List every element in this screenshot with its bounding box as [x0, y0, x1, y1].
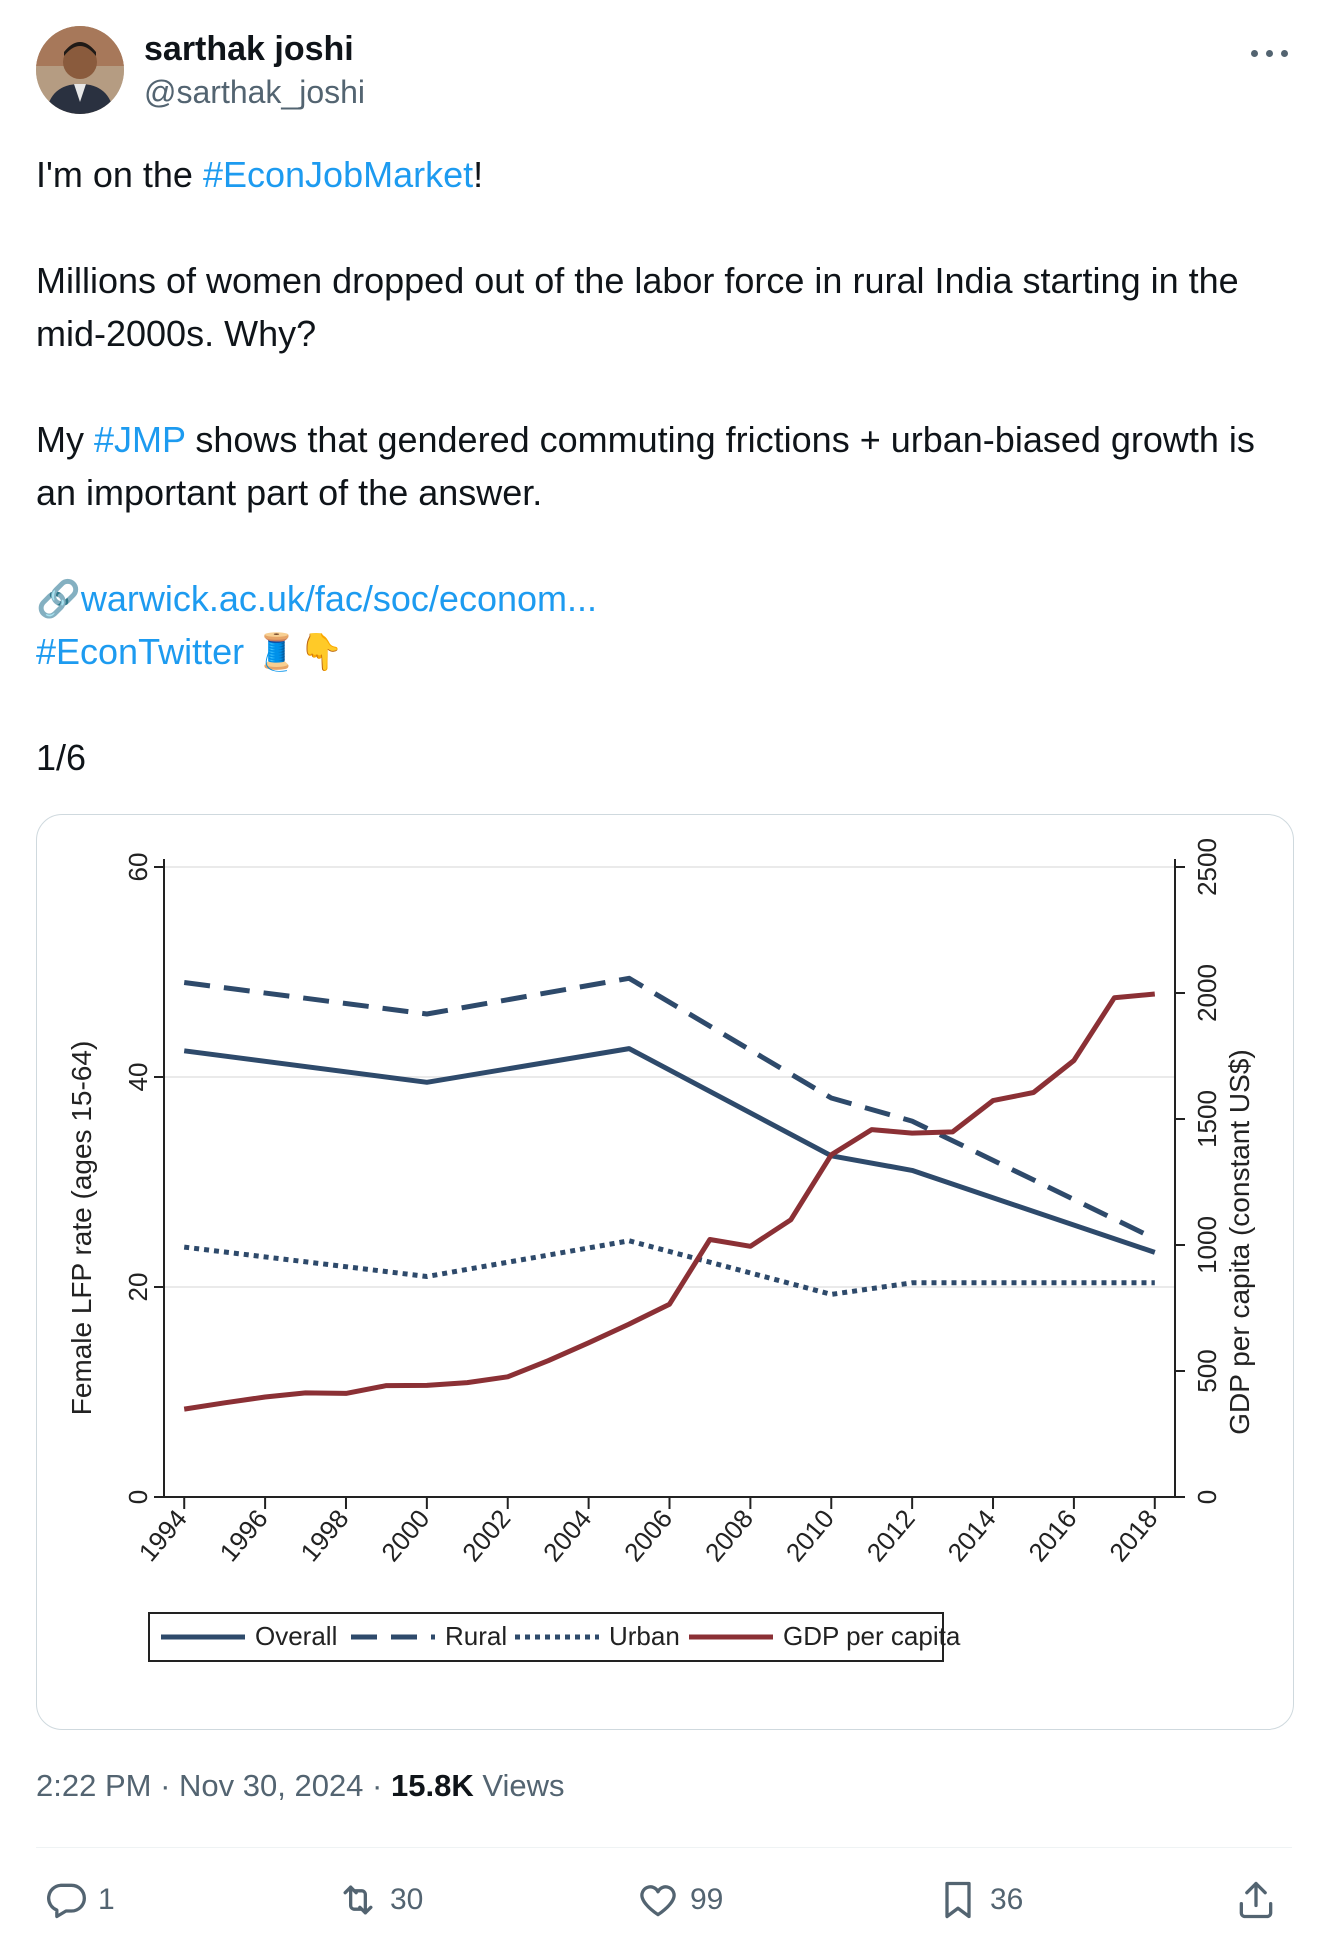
blank-line	[36, 201, 1286, 254]
y2-axis-title: GDP per capita (constant US$)	[1224, 1049, 1255, 1434]
y2-tick-label: 2000	[1192, 964, 1222, 1022]
bookmark-icon	[945, 1881, 971, 1919]
post-text-segment: My	[36, 419, 94, 460]
share-icon	[1239, 1881, 1273, 1919]
post-paragraph-2: Millions of women dropped out of the lab…	[36, 260, 1239, 354]
legend-label: GDP per capita	[783, 1621, 961, 1651]
y2-tick-label: 0	[1192, 1490, 1222, 1504]
bookmark-count: 36	[990, 1883, 1024, 1916]
like-count: 99	[690, 1883, 724, 1916]
post-header: sarthak joshi @sarthak_joshi	[36, 26, 1292, 116]
x-tick-label: 1994	[133, 1504, 193, 1568]
avatar[interactable]	[36, 26, 124, 114]
y2-tick-label: 1500	[1192, 1090, 1222, 1148]
thread-count: 1/6	[36, 737, 87, 778]
legend-label: Rural	[445, 1621, 507, 1651]
series-ruralline	[183, 975, 1156, 1241]
post-paragraph-3: My #JMP shows that gendered commuting fr…	[36, 413, 1286, 519]
post-line-1: I'm on the #EconJobMarket!	[36, 148, 1286, 201]
action-bar: 1 30 99 36	[36, 1868, 1292, 1932]
x-tick-label: 2000	[375, 1504, 435, 1568]
author-name[interactable]: sarthak joshi	[144, 30, 354, 68]
views-label: Views	[473, 1768, 565, 1803]
series-urbanline	[183, 1238, 1155, 1297]
author-handle[interactable]: @sarthak_joshi	[144, 74, 366, 110]
y2-tick-label: 500	[1192, 1349, 1222, 1392]
y-tick-label: 40	[123, 1063, 153, 1092]
x-tick-label: 2012	[861, 1504, 921, 1568]
blank-line	[36, 519, 1286, 572]
post-text: I'm on the #EconJobMarket! Millions of w…	[36, 148, 1286, 784]
post-text-segment: I'm on the	[36, 154, 203, 195]
thread-emoji: 🧵👇	[254, 631, 344, 672]
meta-separator: ·	[363, 1768, 391, 1803]
repost-button[interactable]: 30	[336, 1868, 423, 1932]
heart-icon	[640, 1885, 676, 1917]
share-button[interactable]	[1234, 1868, 1278, 1932]
y-tick-label: 60	[123, 853, 153, 882]
x-tick-label: 2010	[780, 1504, 840, 1568]
post-meta: 2:22 PM · Nov 30, 2024 · 15.8K Views	[36, 1768, 564, 1804]
blank-line	[36, 360, 1286, 413]
x-tick-label: 2008	[699, 1504, 759, 1568]
series-gdp-per-capitaline	[183, 991, 1156, 1412]
x-tick-label: 1996	[214, 1504, 274, 1568]
hashtag-jmp[interactable]: #JMP	[94, 419, 186, 460]
link-icon: 🔗	[36, 578, 81, 619]
series-overallline	[183, 1046, 1156, 1255]
reply-icon	[47, 1883, 86, 1919]
lfp-gdp-chart: 0 20 40 60 0 500 1000 1500 2000 2500 Female LFP ra…	[66, 838, 1255, 1662]
legend-label: Overall	[255, 1621, 337, 1651]
x-tick-label: 2018	[1103, 1504, 1163, 1568]
meta-separator: ·	[151, 1768, 180, 1803]
x-tick-label: 2004	[537, 1504, 597, 1568]
repost-icon	[343, 1885, 373, 1915]
x-tick-label: 2016	[1022, 1504, 1082, 1568]
legend-label: Urban	[609, 1621, 680, 1651]
paper-link[interactable]: warwick.ac.uk/fac/soc/econom...	[80, 578, 598, 619]
x-tick-label: 2014	[941, 1504, 1001, 1568]
blank-line	[36, 678, 1286, 731]
repost-count: 30	[390, 1883, 424, 1916]
divider	[36, 1847, 1292, 1848]
y-axis-title: Female LFP rate (ages 15-64)	[66, 1041, 97, 1416]
post-date[interactable]: Nov 30, 2024	[179, 1768, 364, 1803]
chart-image[interactable]: 0 20 40 60 0 500 1000 1500 2000 2500 Female LFP ra…	[36, 814, 1294, 1730]
x-tick-label: 2002	[456, 1504, 516, 1568]
reply-count: 1	[98, 1883, 115, 1916]
y2-tick-label: 1000	[1192, 1216, 1222, 1274]
y-tick-label: 20	[123, 1273, 153, 1302]
reply-button[interactable]: 1	[44, 1868, 115, 1932]
views-count: 15.8K	[391, 1768, 474, 1803]
y-tick-label: 0	[123, 1490, 153, 1504]
x-tick-label: 2006	[618, 1504, 678, 1568]
post-time[interactable]: 2:22 PM	[36, 1768, 152, 1803]
x-tick-label: 1998	[294, 1504, 354, 1568]
hashtag-econjobmarket[interactable]: #EconJobMarket	[202, 154, 474, 195]
like-button[interactable]: 99	[636, 1868, 723, 1932]
more-options-icon[interactable]	[1248, 32, 1292, 76]
hashtag-econtwitter[interactable]: #EconTwitter	[36, 631, 245, 672]
post-text-segment: shows that gendered commuting frictions …	[36, 419, 1255, 513]
post-link-line: 🔗warwick.ac.uk/fac/soc/econom...	[36, 572, 1286, 625]
post-hashtag-line: #EconTwitter 🧵👇	[36, 625, 1286, 678]
bookmark-button[interactable]: 36	[936, 1868, 1023, 1932]
post-text-segment: !	[473, 154, 484, 195]
y2-tick-label: 2500	[1192, 838, 1222, 896]
